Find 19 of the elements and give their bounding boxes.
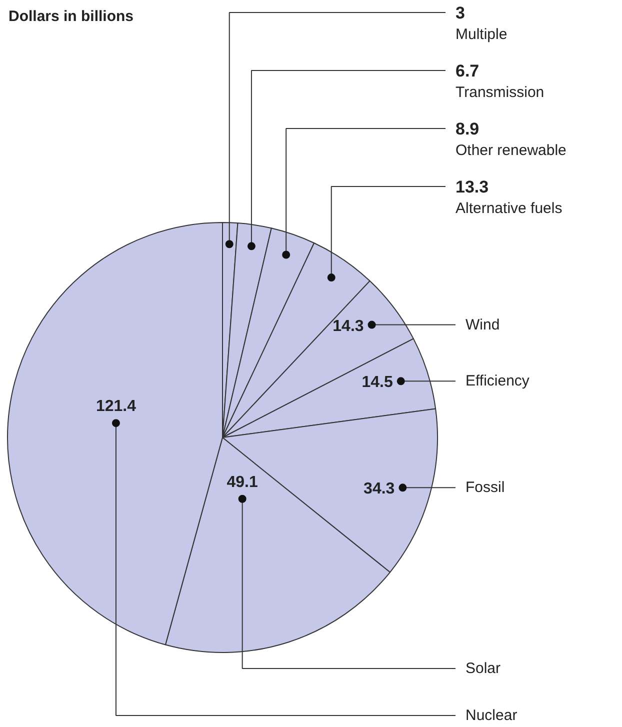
data-label: 34.3 — [364, 480, 395, 498]
slice-label: Multiple — [456, 26, 508, 43]
data-label: 49.1 — [226, 474, 258, 491]
slice-label: Nuclear — [466, 707, 518, 724]
data-label: 14.5 — [362, 374, 393, 392]
slice-label: Wind — [466, 316, 500, 334]
slice-label: Fossil — [466, 479, 505, 496]
slice-label: Other renewable — [456, 142, 566, 159]
data-label: 13.3 — [456, 178, 489, 196]
slice-label: Efficiency — [466, 372, 530, 390]
chart-title: Dollars in billions — [8, 8, 134, 25]
slice-label: Solar — [466, 660, 501, 677]
data-label: 121.4 — [96, 398, 136, 416]
data-label: 6.7 — [456, 62, 480, 80]
data-label: 8.9 — [456, 120, 480, 138]
data-label: 14.3 — [332, 318, 364, 335]
data-label: 3 — [456, 4, 465, 22]
slice-label: Alternative fuels — [456, 200, 562, 217]
slice-label: Transmission — [456, 84, 544, 101]
